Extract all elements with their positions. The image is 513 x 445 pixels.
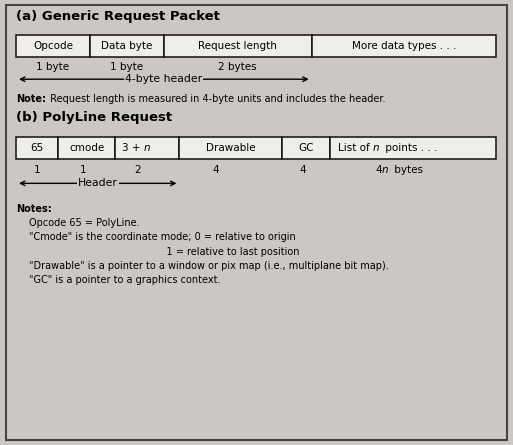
Text: 1 = relative to last position: 1 = relative to last position <box>29 247 300 256</box>
Text: n: n <box>372 143 379 153</box>
Text: "GC" is a pointer to a graphics context.: "GC" is a pointer to a graphics context. <box>29 275 221 285</box>
Text: "Cmode" is the coordinate mode; 0 = relative to origin: "Cmode" is the coordinate mode; 0 = rela… <box>29 232 296 242</box>
Text: Header: Header <box>78 178 117 188</box>
Text: 2 bytes: 2 bytes <box>219 62 257 72</box>
Text: (a) Generic Request Packet: (a) Generic Request Packet <box>16 10 220 23</box>
Text: n: n <box>144 143 150 153</box>
Bar <box>164 35 311 57</box>
Text: Opcode: Opcode <box>33 41 73 51</box>
Text: n: n <box>382 165 389 175</box>
Text: 4: 4 <box>376 165 382 175</box>
Text: "Drawable" is a pointer to a window or pix map (i.e., multiplane bit map).: "Drawable" is a pointer to a window or p… <box>29 261 389 271</box>
Bar <box>115 137 180 159</box>
Text: 4-byte header: 4-byte header <box>125 74 203 84</box>
Text: 2: 2 <box>134 165 141 175</box>
Text: bytes: bytes <box>391 165 423 175</box>
Text: Notes:: Notes: <box>16 204 52 214</box>
Bar <box>311 35 496 57</box>
Text: Opcode 65 = PolyLine.: Opcode 65 = PolyLine. <box>29 218 140 228</box>
Text: GC: GC <box>298 143 313 153</box>
Text: Drawable: Drawable <box>206 143 255 153</box>
Text: 65: 65 <box>30 143 44 153</box>
Text: 1 byte: 1 byte <box>110 62 144 72</box>
Text: cmode: cmode <box>69 143 104 153</box>
Text: 3 +: 3 + <box>122 143 144 153</box>
Bar <box>180 137 282 159</box>
Text: Request length is measured in 4-byte units and includes the header.: Request length is measured in 4-byte uni… <box>47 94 385 104</box>
Text: Request length: Request length <box>198 41 277 51</box>
Text: 1: 1 <box>34 165 40 175</box>
Bar <box>90 35 164 57</box>
Bar <box>16 35 90 57</box>
Text: Note:: Note: <box>16 94 46 104</box>
Text: 4: 4 <box>213 165 220 175</box>
Bar <box>282 137 330 159</box>
Bar <box>16 137 58 159</box>
Text: points . . .: points . . . <box>382 143 438 153</box>
Text: 1 byte: 1 byte <box>36 62 70 72</box>
Text: Data byte: Data byte <box>101 41 152 51</box>
Text: (b) PolyLine Request: (b) PolyLine Request <box>16 111 172 124</box>
Text: More data types . . .: More data types . . . <box>351 41 456 51</box>
Text: 4: 4 <box>299 165 306 175</box>
Text: 1: 1 <box>80 165 87 175</box>
Text: List of: List of <box>338 143 372 153</box>
Bar <box>58 137 115 159</box>
Bar <box>330 137 496 159</box>
